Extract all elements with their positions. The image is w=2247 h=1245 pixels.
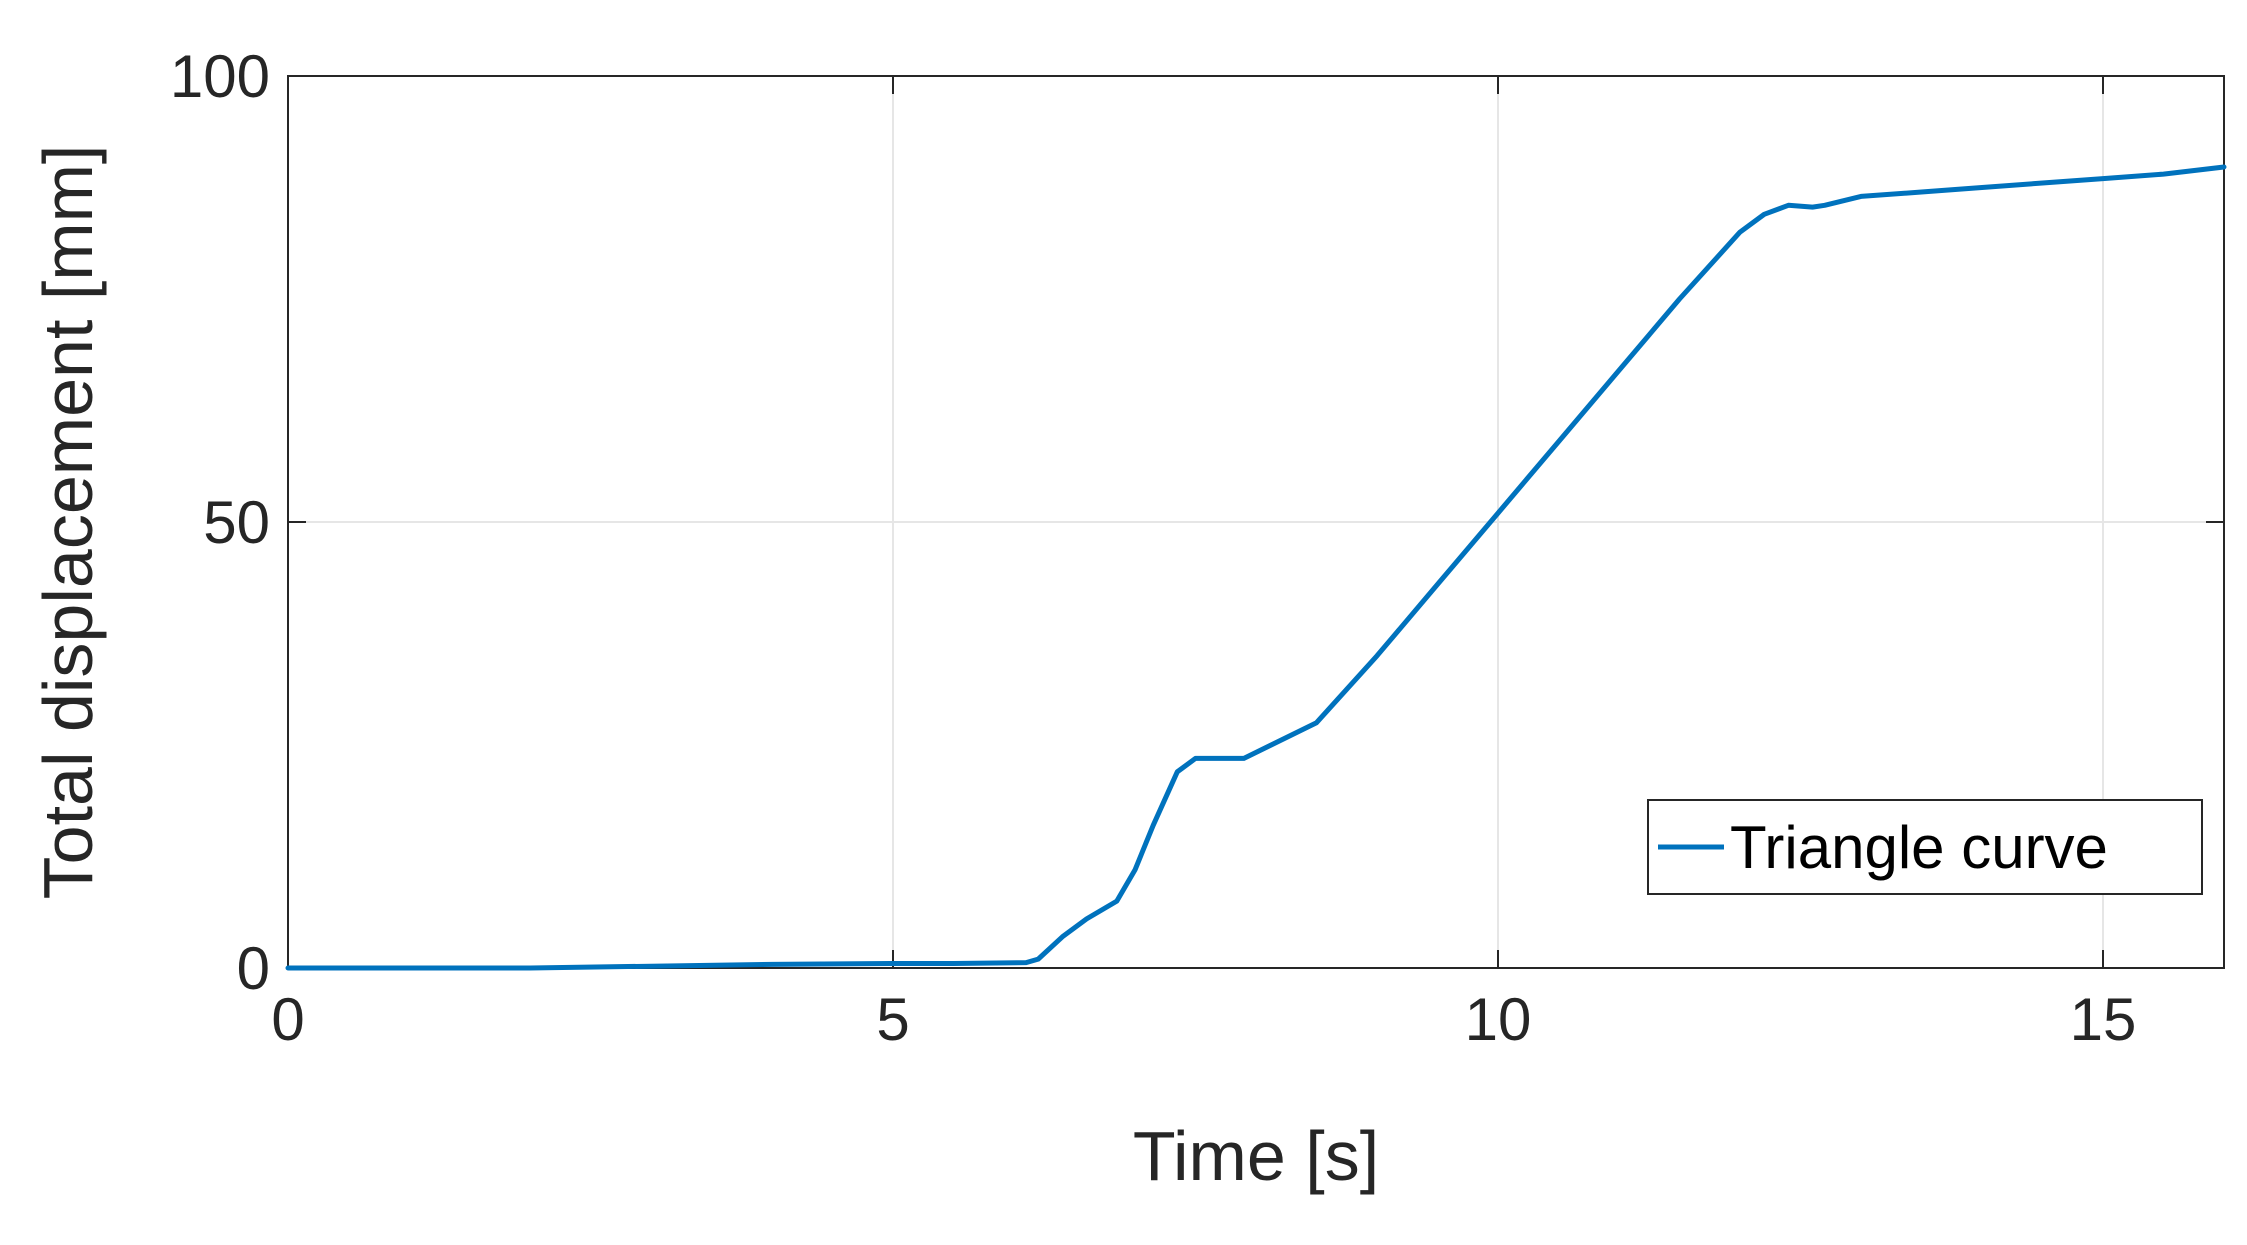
y-tick-label: 50 (203, 489, 270, 556)
x-axis-label: Time [s] (1133, 1117, 1379, 1195)
series-line-triangle-curve (285, 164, 2227, 971)
y-axis-label: Total displacement [mm] (29, 145, 107, 900)
y-tick-label: 0 (237, 935, 270, 1002)
y-tick-labels: 0 50 100 (170, 43, 270, 1002)
x-tick-label: 15 (2070, 986, 2137, 1053)
legend-box (1647, 799, 2203, 895)
x-tick-label: 5 (876, 986, 909, 1053)
x-tick-label: 10 (1465, 986, 1532, 1053)
grid-lines (288, 76, 2224, 968)
y-tick-label: 100 (170, 43, 270, 110)
legend-label-triangle-curve: Triangle curve (1730, 814, 2108, 881)
x-tick-labels: 0 5 10 15 (271, 986, 2136, 1053)
legend: Triangle curve (1647, 799, 2203, 895)
x-tick-label: 0 (271, 986, 304, 1053)
